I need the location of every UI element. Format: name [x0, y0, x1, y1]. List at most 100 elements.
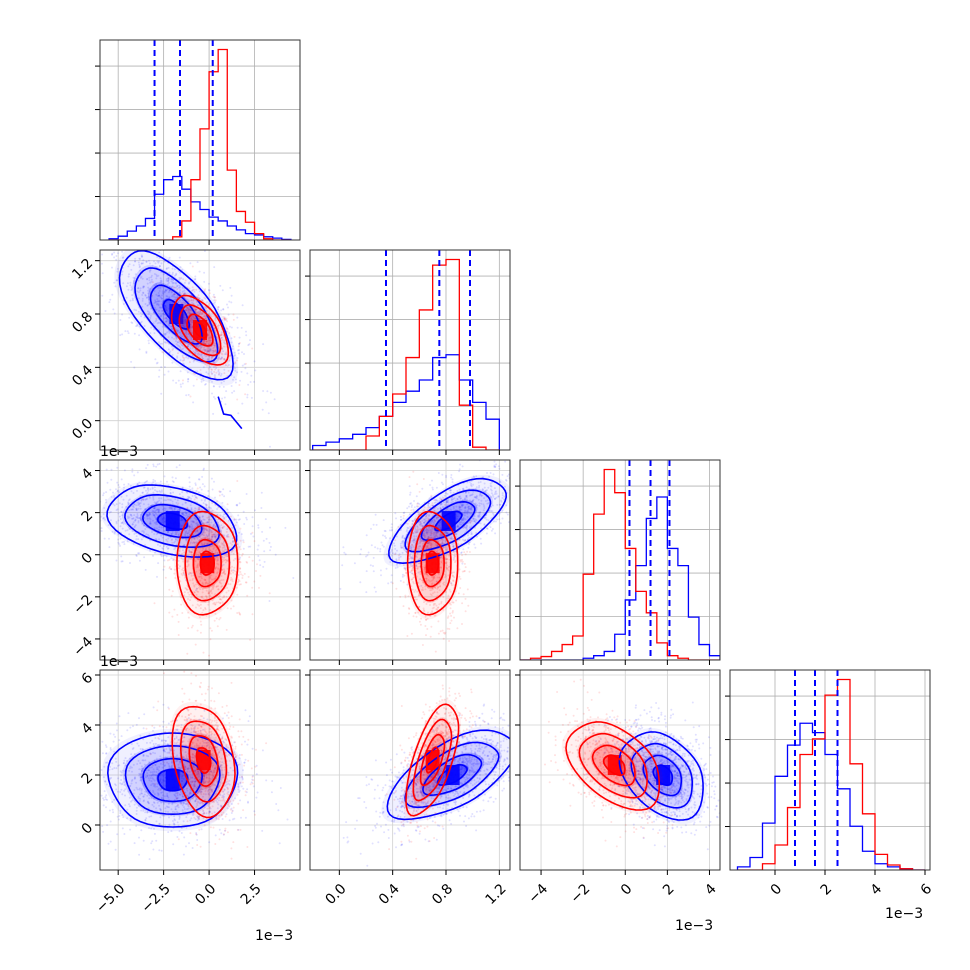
sample-point	[181, 359, 184, 362]
sample-point	[223, 396, 226, 399]
sample-point	[108, 511, 111, 514]
sample-point	[434, 650, 437, 653]
sample-point	[237, 514, 240, 517]
sample-point	[167, 320, 170, 323]
sample-point	[158, 265, 161, 268]
sample-point	[207, 339, 210, 342]
sample-point	[109, 298, 112, 301]
sample-point	[381, 544, 384, 547]
sample-point	[212, 412, 215, 415]
sample-point	[96, 528, 98, 530]
sample-point	[200, 353, 203, 356]
sample-point	[225, 330, 228, 333]
sample-point	[203, 542, 206, 545]
sample-point	[201, 313, 204, 315]
sample-point	[225, 591, 228, 594]
sample-point	[121, 256, 124, 259]
sample-point	[181, 486, 184, 489]
sample-point	[210, 315, 213, 318]
sample-point	[222, 559, 225, 562]
sample-point	[221, 353, 224, 356]
sample-point	[207, 329, 210, 332]
sample-point	[213, 601, 216, 604]
sample-point	[468, 570, 471, 573]
sample-point	[139, 507, 142, 510]
sample-point	[203, 485, 206, 488]
sample-point	[214, 397, 217, 400]
sample-point	[418, 490, 421, 493]
sample-point	[171, 480, 174, 483]
sample-point	[84, 496, 86, 498]
sample-point	[178, 464, 181, 467]
sample-point	[480, 542, 483, 545]
sample-point	[209, 339, 212, 342]
sample-point	[238, 612, 241, 615]
y-tick-label: −2	[70, 592, 96, 618]
sample-point	[67, 527, 69, 529]
sample-point	[195, 288, 198, 291]
sample-point	[155, 308, 158, 311]
sample-point	[149, 522, 151, 525]
sample-point	[141, 294, 144, 296]
sample-point	[167, 277, 170, 280]
sample-point	[235, 521, 238, 524]
sample-point	[129, 562, 131, 564]
sample-point	[200, 519, 203, 522]
sample-point	[185, 309, 188, 312]
sample-point	[173, 293, 176, 296]
sample-point	[139, 518, 142, 521]
sample-point	[234, 362, 237, 365]
sample-point	[430, 625, 433, 628]
sample-point	[204, 355, 207, 358]
sample-point	[231, 543, 233, 546]
sample-point	[147, 488, 149, 491]
sample-point	[144, 498, 147, 501]
panel-frame	[309, 249, 511, 451]
sample-point	[235, 586, 238, 589]
sample-point	[167, 281, 170, 284]
sample-point	[174, 340, 177, 343]
sample-point	[160, 262, 163, 265]
sample-point	[187, 351, 190, 354]
sample-point	[168, 289, 171, 292]
sample-point	[187, 497, 190, 500]
sample-point	[160, 279, 163, 282]
sample-point	[193, 290, 196, 293]
sample-point	[431, 488, 434, 491]
sample-point	[183, 292, 186, 295]
sample-point	[187, 563, 190, 566]
sample-point	[198, 569, 201, 572]
sample-point	[214, 612, 217, 615]
sample-point	[203, 518, 206, 521]
sample-point	[204, 297, 207, 300]
sample-point	[205, 597, 208, 600]
sample-point	[223, 569, 226, 572]
sample-point	[207, 282, 210, 285]
sample-point	[221, 347, 224, 350]
sample-point	[160, 392, 163, 395]
sample-point	[420, 617, 423, 620]
sample-point	[213, 525, 216, 527]
sample-point	[213, 299, 216, 302]
sample-point	[188, 549, 191, 552]
sample-point	[210, 356, 213, 359]
sample-point	[165, 268, 168, 270]
sample-point	[239, 556, 242, 559]
sample-point	[203, 543, 205, 546]
sample-point	[242, 539, 245, 542]
sample-point	[268, 592, 271, 595]
sample-point	[402, 514, 405, 517]
sample-point	[239, 561, 242, 564]
sample-point	[160, 306, 163, 309]
sample-point	[237, 412, 240, 415]
sample-point	[216, 552, 219, 555]
sample-point	[241, 552, 244, 555]
sample-point	[172, 286, 175, 289]
sample-point	[193, 316, 196, 319]
sample-point	[212, 602, 215, 605]
sample-point	[94, 498, 96, 500]
sample-point	[187, 497, 189, 500]
sample-point	[157, 286, 160, 289]
sample-point	[138, 517, 141, 520]
sample-point	[229, 572, 232, 575]
